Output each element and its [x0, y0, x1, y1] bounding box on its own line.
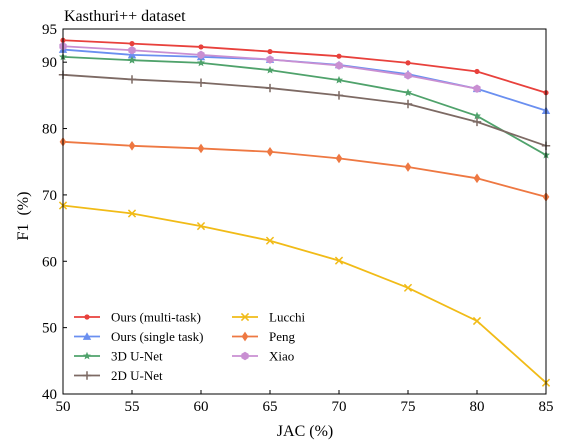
- legend-marker: [241, 331, 249, 342]
- data-point: [196, 78, 206, 87]
- legend: Ours (multi-task) Ours (single task) 3D U-…: [74, 310, 305, 383]
- data-point: [334, 91, 344, 100]
- data-point: [198, 44, 204, 50]
- series-line: [62, 204, 547, 384]
- legend-label: 3D U-Net: [111, 349, 163, 364]
- data-point: [472, 316, 482, 326]
- legend-marker: [82, 371, 92, 380]
- legend-item: 2D U-Net: [74, 368, 163, 383]
- x-tick-label: 70: [332, 399, 347, 415]
- x-tick-label: 60: [194, 399, 209, 415]
- data-point: [127, 209, 137, 218]
- data-point: [127, 50, 137, 59]
- y-tick-label: 40: [42, 387, 57, 403]
- x-tick-label: 55: [125, 399, 140, 415]
- legend-label: Xiao: [269, 349, 294, 364]
- series-line: [62, 39, 547, 94]
- data-point: [128, 55, 136, 64]
- data-point: [404, 71, 412, 80]
- data-point: [196, 221, 206, 231]
- y-axis-title: F1 (%): [15, 192, 32, 241]
- data-point: [266, 55, 274, 64]
- x-tick-label: 50: [56, 399, 71, 415]
- data-point: [472, 117, 482, 127]
- data-point: [404, 88, 412, 97]
- data-point: [266, 146, 274, 157]
- data-point: [265, 83, 275, 93]
- data-point: [473, 173, 481, 184]
- legend-label: 2D U-Net: [111, 368, 163, 383]
- y-tick-label: 60: [42, 254, 57, 270]
- y-tick-label: 95: [42, 22, 57, 38]
- series-line: [62, 55, 547, 156]
- x-tick-label: 75: [401, 399, 416, 415]
- data-point: [473, 84, 481, 93]
- data-point: [336, 53, 342, 59]
- series-line: [62, 140, 547, 198]
- data-point: [267, 48, 273, 55]
- series-6: [59, 42, 481, 93]
- legend-item: Peng: [232, 329, 296, 344]
- data-point: [404, 162, 412, 172]
- data-point: [128, 140, 136, 151]
- legend-marker: [240, 312, 250, 322]
- legend-item: 3D U-Net: [74, 349, 163, 364]
- data-point: [266, 65, 274, 74]
- legend-item: Ours (single task): [74, 329, 203, 344]
- series-line: [62, 73, 547, 147]
- legend-marker: [84, 314, 90, 320]
- data-point: [405, 60, 411, 66]
- data-point: [403, 99, 413, 109]
- legend-marker: [83, 351, 91, 360]
- legend-marker: [241, 351, 249, 361]
- legend-item: Xiao: [232, 349, 294, 364]
- data-point: [129, 41, 135, 47]
- series-0: [60, 37, 549, 96]
- legend-item: Ours (multi-task): [74, 310, 201, 325]
- legend-label: Ours (single task): [111, 329, 203, 344]
- y-tick-label: 80: [42, 122, 57, 138]
- data-point: [334, 256, 344, 265]
- data-point: [473, 111, 481, 120]
- data-point: [127, 75, 137, 84]
- axes-frame: [62, 28, 547, 395]
- data-point: [265, 236, 275, 245]
- x-tick-label: 85: [539, 399, 554, 415]
- data-point: [335, 153, 343, 164]
- data-point: [197, 58, 205, 67]
- legend-label: Lucchi: [269, 310, 305, 325]
- data-point: [197, 50, 205, 60]
- data-point: [474, 68, 480, 75]
- x-axis-title: JAC (%): [277, 423, 333, 440]
- y-tick-label: 90: [42, 55, 57, 71]
- legend-marker: [82, 332, 92, 340]
- y-tick-label: 70: [42, 188, 57, 204]
- data-point: [197, 143, 205, 154]
- data-point: [128, 46, 136, 55]
- data-point: [335, 61, 343, 70]
- legend-item: Lucchi: [232, 310, 305, 325]
- series-5: [59, 136, 550, 202]
- data-point: [403, 283, 413, 292]
- chart-title: Kasthuri++ dataset: [64, 8, 186, 25]
- legend-label: Peng: [269, 329, 296, 344]
- y-tick-label: 50: [42, 321, 57, 337]
- legend-label: Ours (multi-task): [111, 310, 201, 325]
- x-tick-label: 80: [470, 399, 485, 415]
- series-3: [58, 70, 551, 150]
- x-tick-label: 65: [263, 399, 278, 415]
- data-point: [335, 75, 343, 84]
